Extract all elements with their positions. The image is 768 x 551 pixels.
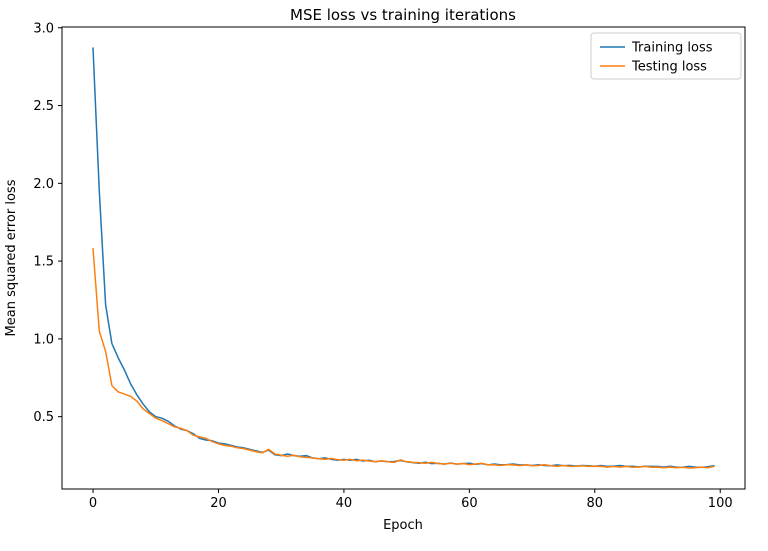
testing-loss-line [92, 247, 715, 469]
x-tick-label: 20 [210, 496, 227, 511]
y-tick-label: 2.0 [33, 177, 54, 192]
legend-label: Training loss [631, 41, 713, 56]
x-tick-label: 100 [708, 496, 733, 511]
x-tick-label: 60 [461, 496, 478, 511]
y-tick-label: 0.5 [33, 410, 54, 425]
legend-box [590, 32, 742, 80]
x-tick-label: 0 [89, 496, 97, 511]
y-tick-label: 2.5 [33, 99, 54, 114]
training-loss-line [92, 47, 715, 469]
y-axis-label: Mean squared error loss [4, 179, 19, 336]
x-tick-label: 40 [336, 496, 353, 511]
chart-title: MSE loss vs training iterations [290, 6, 516, 24]
x-axis-label: Epoch [383, 518, 423, 533]
y-tick-label: 1.0 [33, 332, 54, 347]
y-tick-label: 3.0 [33, 21, 54, 36]
y-tick-label: 1.5 [33, 255, 54, 270]
axes-frame [61, 26, 746, 490]
legend-label: Testing loss [631, 60, 707, 75]
x-tick-label: 80 [587, 496, 604, 511]
